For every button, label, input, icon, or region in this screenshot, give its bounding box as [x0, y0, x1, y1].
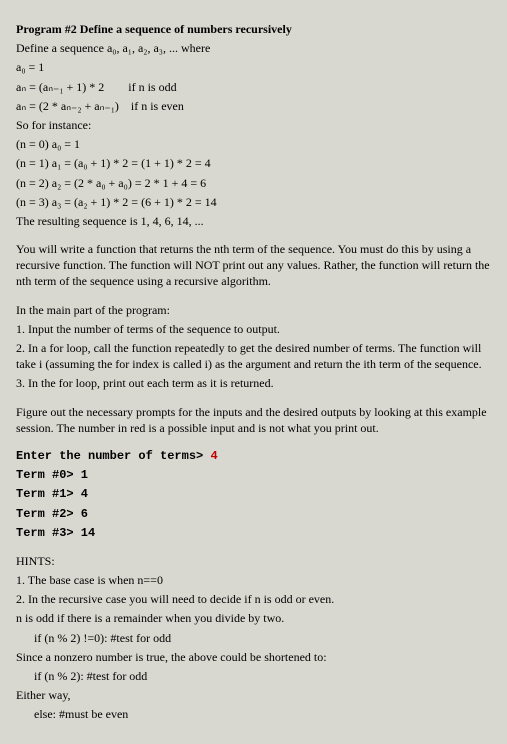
hint4: if (n % 2) !=0): #test for odd [34, 630, 491, 646]
main-3: 3. In the for loop, print out each term … [16, 375, 491, 391]
hint6: if (n % 2): #test for odd [34, 668, 491, 684]
figure-note: Figure out the necessary prompts for the… [16, 404, 491, 436]
ex0: (n = 0) a₀ = 1 [16, 136, 491, 152]
hint2: 2. In the recursive case you will need t… [16, 591, 491, 607]
main-2: 2. In a for loop, call the function repe… [16, 340, 491, 372]
ex1: (n = 1) a₁ = (a₀ + 1) * 2 = (1 + 1) * 2 … [16, 155, 491, 171]
hints-heading: HINTS: [16, 553, 491, 569]
main-heading: In the main part of the program: [16, 302, 491, 318]
session-block: Enter the number of terms> 4 Term #0> 1 … [16, 448, 491, 541]
hint3: n is odd if there is a remainder when yo… [16, 610, 491, 626]
hint5: Since a nonzero number is true, the abov… [16, 649, 491, 665]
session-l2: Term #0> 1 [16, 467, 491, 483]
hint7: Either way, [16, 687, 491, 703]
def-a0: a₀ = 1 [16, 59, 491, 75]
hint1: 1. The base case is when n==0 [16, 572, 491, 588]
session-l5: Term #3> 14 [16, 525, 491, 541]
ex3: (n = 3) a₃ = (a₂ + 1) * 2 = (6 + 1) * 2 … [16, 194, 491, 210]
def-intro: Define a sequence a₀, a₁, a₂, a₃, ... wh… [16, 40, 491, 56]
session-input: 4 [210, 449, 217, 463]
main-1: 1. Input the number of terms of the sequ… [16, 321, 491, 337]
ex2: (n = 2) a₂ = (2 * a₀ + a₀) = 2 * 1 + 4 =… [16, 175, 491, 191]
instr1: You will write a function that returns t… [16, 241, 491, 290]
result: The resulting sequence is 1, 4, 6, 14, .… [16, 213, 491, 229]
session-l3: Term #1> 4 [16, 486, 491, 502]
def-odd: aₙ = (aₙ₋₁ + 1) * 2 if n is odd [16, 79, 491, 95]
title: Program #2 Define a sequence of numbers … [16, 21, 491, 37]
session-l4: Term #2> 6 [16, 506, 491, 522]
def-so: So for instance: [16, 117, 491, 133]
hint8: else: #must be even [34, 706, 491, 722]
session-prompt: Enter the number of terms> [16, 449, 210, 463]
def-even: aₙ = (2 * aₙ₋₂ + aₙ₋₁) if n is even [16, 98, 491, 114]
